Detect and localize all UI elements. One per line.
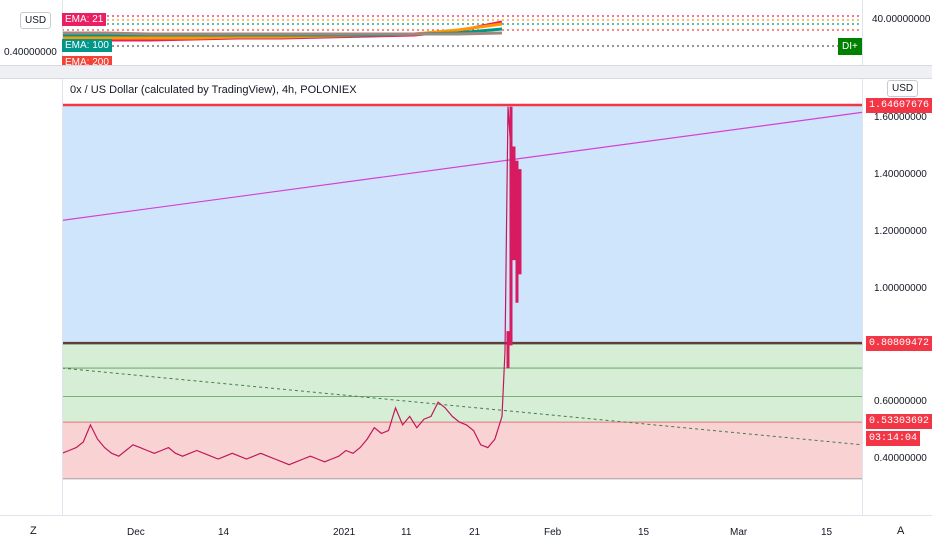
- price-series: [62, 106, 521, 466]
- usd-indicator-button[interactable]: USD: [20, 12, 52, 29]
- x-tick-label: 14: [218, 527, 230, 538]
- pane-separator[interactable]: [0, 65, 932, 79]
- indicator-axis-label: 40.00000000: [872, 14, 931, 25]
- price-tag-3: 03:14:04: [866, 430, 921, 446]
- indicator-left-label: 0.40000000: [4, 47, 57, 58]
- y-tick-label: 1.40000000: [874, 168, 927, 180]
- price-tag-0: 1.64607676: [866, 98, 932, 113]
- y-tick-label: 0.60000000: [874, 396, 927, 408]
- time-axis[interactable]: [0, 515, 932, 551]
- x-tick-label: 15: [638, 527, 650, 538]
- zone-0: [62, 105, 862, 344]
- x-tick-label: 11: [401, 527, 412, 538]
- dotted-trend-line: [62, 367, 862, 446]
- zone-2: [62, 422, 862, 479]
- y-tick-label: 1.00000000: [874, 282, 927, 294]
- spike-candle-1: [509, 106, 513, 346]
- y-tick-label: 1.60000000: [874, 112, 927, 124]
- spike-candle-2: [512, 146, 516, 261]
- usd-price-button[interactable]: USD: [887, 80, 919, 97]
- x-tick-label: 21: [469, 527, 481, 538]
- spike-candle-3: [515, 160, 519, 303]
- spike-candle-0: [506, 331, 510, 369]
- spike-candle-4: [518, 169, 522, 275]
- x-tick-label: Mar: [730, 527, 748, 538]
- chart-title: 0x / US Dollar (calculated by TradingVie…: [70, 84, 357, 96]
- x-tick-label: 2021: [333, 527, 356, 538]
- ema-21-tag[interactable]: EMA: 21: [62, 13, 107, 26]
- zone-1: [62, 343, 862, 423]
- indicator-line-3: [62, 31, 503, 36]
- left-toolbar: [0, 0, 63, 550]
- main-chart[interactable]: [62, 78, 862, 515]
- ema-100-tag[interactable]: EMA: 100: [62, 39, 112, 52]
- price-tag-1: 0.80809472: [866, 336, 932, 352]
- trend-line: [62, 111, 862, 221]
- price-tag-2: 0.53303692: [866, 414, 932, 430]
- a-button[interactable]: A: [897, 525, 905, 537]
- y-tick-label: 0.40000000: [874, 453, 927, 464]
- x-tick-label: Dec: [127, 527, 145, 538]
- y-tick-label: 1.20000000: [874, 225, 927, 237]
- indicator-pane[interactable]: [62, 0, 862, 65]
- x-tick-label: 15: [821, 527, 833, 538]
- di-plus-tag: DI+: [838, 38, 862, 55]
- x-tick-label: Feb: [544, 527, 562, 538]
- z-button[interactable]: Z: [30, 525, 37, 537]
